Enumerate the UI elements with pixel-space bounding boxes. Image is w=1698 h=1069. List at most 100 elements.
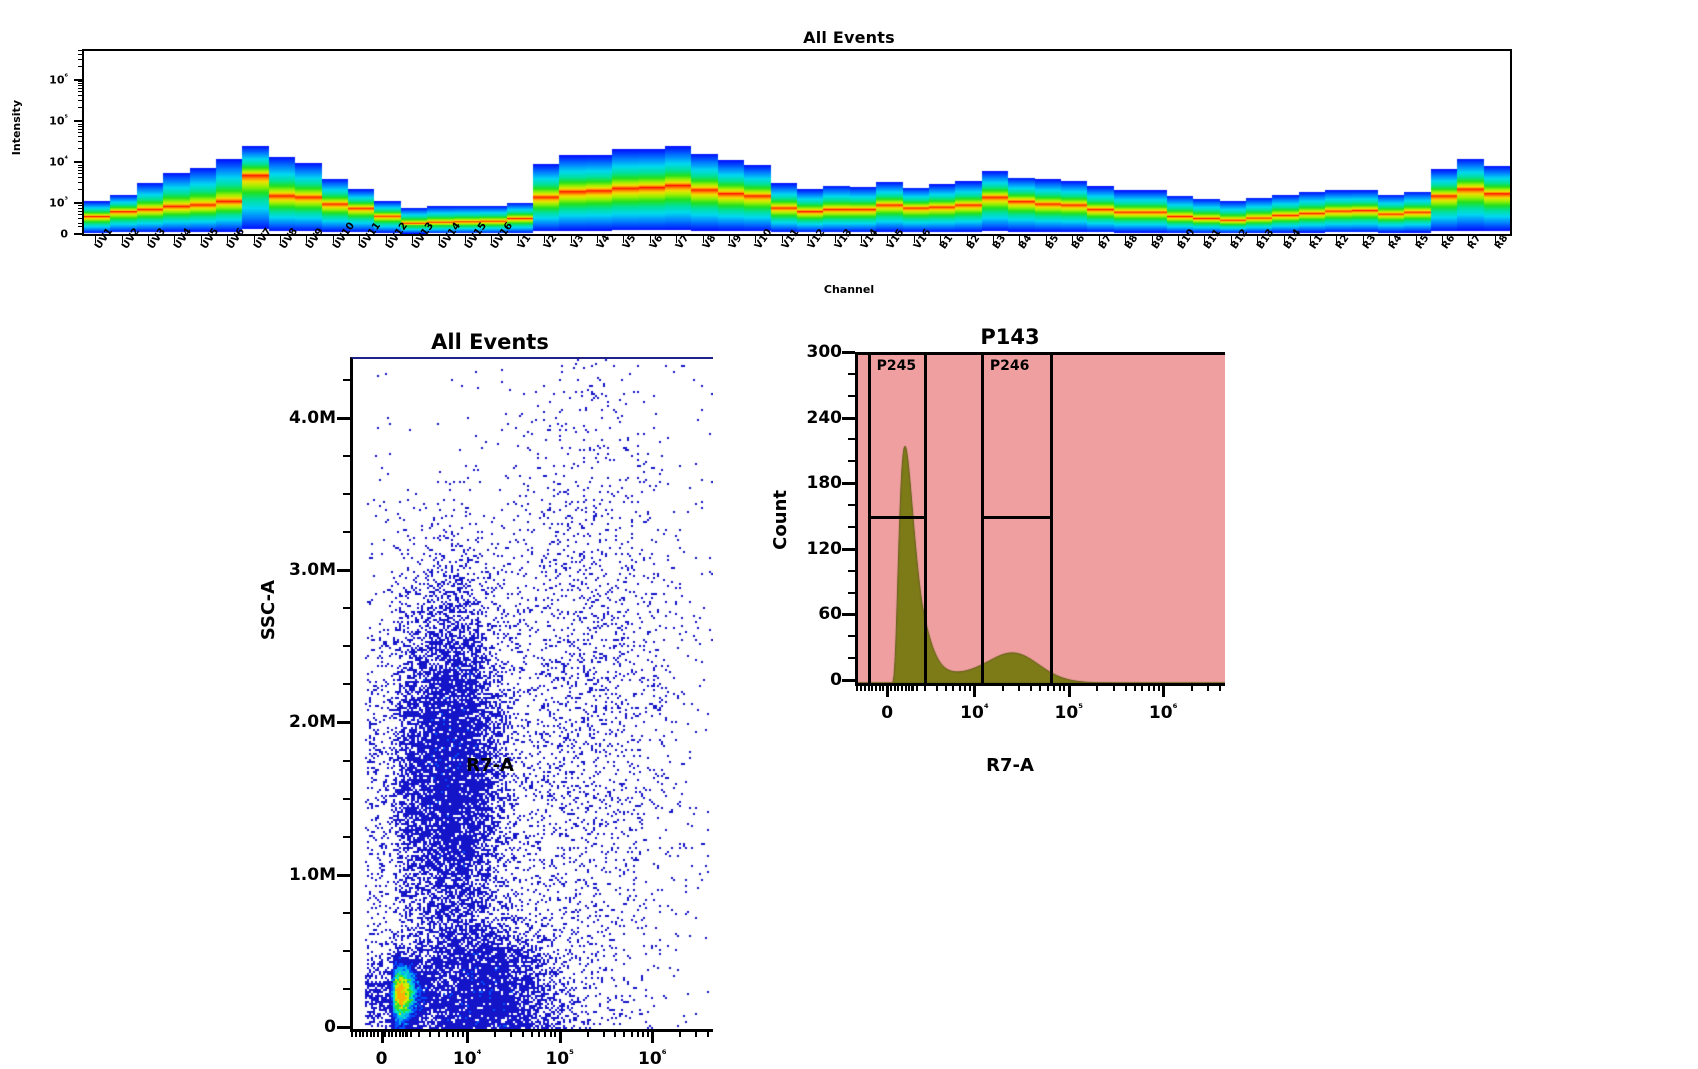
histogram-x-axis-line [855, 683, 1225, 686]
gate-label-p246[interactable]: P246 [989, 358, 1030, 374]
gate-label-p245[interactable]: P245 [876, 358, 917, 374]
histogram-x-tick-mark [1162, 683, 1166, 697]
heatmap-plot-area [82, 49, 1512, 236]
scatter-x-axis-line [350, 1029, 713, 1032]
histogram-x-tick-mark [1067, 683, 1071, 697]
scatter-plot-panel: All Events SSC-A 4.0M 3.0M 2.0M 1.0M 0 0 10⁴ 10… [250, 330, 730, 1069]
histogram-x-minor-tick [1058, 683, 1061, 691]
scatter-y-tick-label: 1.0M [288, 864, 336, 885]
scatter-plot-area [350, 357, 713, 1029]
heatmap-y-tick-mark [74, 233, 82, 235]
gate-boundary-p245-right[interactable] [924, 352, 928, 683]
heatmap-y-tick-mark [74, 201, 82, 204]
scatter-y-minor-tick [343, 378, 350, 381]
heatmap-x-tick-mark [887, 236, 889, 243]
heatmap-y-minor-tick [78, 222, 82, 224]
heatmap-y-minor-tick [78, 66, 82, 68]
heatmap-y-minor-tick [78, 100, 82, 102]
scatter-y-tick-mark [337, 1026, 350, 1029]
histogram-x-minor-tick [908, 683, 911, 691]
heatmap-x-tick-mark [121, 236, 123, 243]
histogram-x-minor-tick [904, 683, 907, 691]
gate-handle-p245[interactable] [868, 516, 926, 519]
gate-boundary-p246-right[interactable] [1050, 352, 1054, 683]
histogram-x-minor-tick [1018, 683, 1021, 691]
histogram-x-minor-tick [889, 683, 892, 691]
heatmap-x-tick-mark [1283, 236, 1285, 243]
scatter-y-tick-label: 3.0M [288, 560, 336, 581]
histogram-y-minor-tick [848, 569, 855, 572]
heatmap-panel: All Events Intensity 10⁶ 10⁵ 10⁴ 10³ 0 UV1 UV… [0, 0, 1698, 310]
heatmap-y-minor-tick [78, 210, 82, 212]
heatmap-y-minor-tick [78, 203, 82, 205]
histogram-y-tick-label: 0 [830, 670, 842, 690]
histogram-x-minor-tick [952, 683, 955, 691]
heatmap-x-tick-mark [1362, 236, 1364, 243]
scatter-x-tick-label: 10⁴ [452, 1047, 482, 1069]
heatmap-x-tick-mark [332, 236, 334, 243]
heatmap-y-tick-label: 10⁴ [49, 153, 68, 169]
histogram-x-minor-tick [924, 683, 927, 691]
histogram-y-minor-tick [848, 438, 855, 441]
histogram-x-minor-tick [900, 683, 903, 691]
heatmap-x-tick-mark [359, 236, 361, 243]
heatmap-x-tick-mark [385, 236, 387, 243]
heatmap-x-tick-mark [174, 236, 176, 243]
scatter-y-minor-tick [343, 454, 350, 457]
heatmap-x-tick-mark [1072, 236, 1074, 243]
heatmap-y-minor-tick [78, 82, 82, 84]
heatmap-x-tick-mark [200, 236, 202, 243]
heatmap-x-tick-mark [1230, 236, 1232, 243]
histogram-x-tick-mark [973, 683, 977, 697]
histogram-x-minor-tick [882, 683, 885, 691]
heatmap-x-tick-mark [676, 236, 678, 243]
heatmap-x-tick-mark [253, 236, 255, 243]
heatmap-x-tick-mark [596, 236, 598, 243]
heatmap-x-tick-mark [95, 236, 97, 243]
heatmap-y-tick-mark [74, 78, 82, 81]
heatmap-x-axis-label: Channel [823, 283, 875, 296]
heatmap-x-tick-mark [491, 236, 493, 243]
heatmap-x-tick-mark [438, 236, 440, 243]
gate-handle-p246[interactable] [981, 516, 1052, 519]
histogram-x-minor-tick [935, 683, 938, 691]
histogram-x-minor-tick [1141, 683, 1144, 691]
histogram-y-minor-tick [848, 460, 855, 463]
heatmap-x-tick-mark [1125, 236, 1127, 243]
heatmap-title: All Events [803, 28, 895, 47]
histogram-x-minor-tick [1219, 683, 1221, 691]
heatmap-x-tick-mark [148, 236, 150, 243]
histogram-x-minor-tick [1030, 683, 1033, 691]
heatmap-y-minor-tick [78, 107, 82, 109]
histogram-x-minor-tick [871, 683, 874, 691]
heatmap-x-tick-mark [1441, 236, 1443, 243]
heatmap-y-minor-tick [78, 205, 82, 207]
heatmap-x-tick-mark [1389, 236, 1391, 243]
heatmap-x-tick-mark [966, 236, 968, 243]
histogram-x-minor-tick [1053, 683, 1056, 691]
heatmap-y-minor-tick [78, 135, 82, 137]
scatter-y-tick-mark [337, 721, 350, 725]
heatmap-x-tick-mark [702, 236, 704, 243]
heatmap-y-tick-label: 10⁶ [49, 71, 68, 87]
histogram-y-tick-label: 120 [806, 538, 843, 559]
histogram-y-tick-label: 180 [806, 473, 843, 494]
histogram-y-tick-label: 60 [818, 604, 842, 625]
heatmap-y-minor-tick [78, 217, 82, 219]
heatmap-x-tick-mark [1309, 236, 1311, 243]
histogram-x-minor-tick [1039, 683, 1042, 691]
histogram-x-minor-tick [897, 683, 900, 691]
heatmap-x-tick-mark [544, 236, 546, 243]
histogram-plot-area [855, 352, 1225, 683]
scatter-y-minor-tick [343, 835, 350, 838]
histogram-x-minor-tick [1001, 683, 1004, 691]
heatmap-y-minor-tick [78, 121, 82, 123]
scatter-y-minor-tick [343, 797, 350, 800]
histogram-y-tick-mark [842, 547, 855, 551]
histogram-x-minor-tick [1157, 683, 1160, 691]
scatter-x-axis-label: R7-A [466, 755, 514, 776]
histogram-y-tick-mark [842, 416, 855, 420]
scatter-y-minor-tick [343, 493, 350, 496]
heatmap-y-tick-label: 0 [60, 227, 68, 241]
heatmap-x-tick-mark [306, 236, 308, 243]
